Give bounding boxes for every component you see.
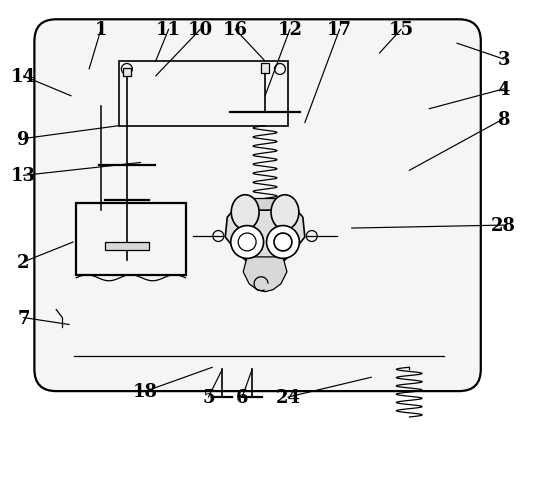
- Text: 9: 9: [17, 130, 30, 148]
- Bar: [119, 62, 288, 126]
- Polygon shape: [243, 257, 287, 292]
- Text: 13: 13: [11, 167, 36, 185]
- Bar: [76, 204, 186, 275]
- Text: 6: 6: [236, 388, 249, 406]
- FancyBboxPatch shape: [35, 20, 481, 391]
- Text: 5: 5: [202, 388, 215, 406]
- Polygon shape: [225, 211, 305, 274]
- Circle shape: [231, 226, 264, 259]
- Bar: [105, 242, 149, 251]
- Text: 8: 8: [497, 110, 510, 129]
- Text: 2: 2: [17, 253, 30, 271]
- Text: 15: 15: [389, 21, 414, 39]
- Text: 4: 4: [497, 81, 510, 99]
- Text: 24: 24: [276, 388, 300, 406]
- Ellipse shape: [231, 195, 259, 230]
- Circle shape: [267, 226, 299, 259]
- Text: 14: 14: [11, 68, 36, 86]
- Text: 12: 12: [277, 21, 302, 39]
- Ellipse shape: [271, 195, 299, 230]
- Text: 3: 3: [497, 51, 510, 69]
- Bar: [243, 199, 287, 211]
- Text: 11: 11: [156, 21, 181, 39]
- Bar: [261, 64, 269, 74]
- Text: 17: 17: [327, 21, 352, 39]
- Text: 1: 1: [95, 21, 107, 39]
- Text: 18: 18: [133, 383, 158, 400]
- Text: 16: 16: [223, 21, 248, 39]
- Bar: [123, 69, 131, 77]
- Text: 28: 28: [491, 216, 516, 235]
- Text: 7: 7: [17, 309, 30, 327]
- Text: 10: 10: [188, 21, 213, 39]
